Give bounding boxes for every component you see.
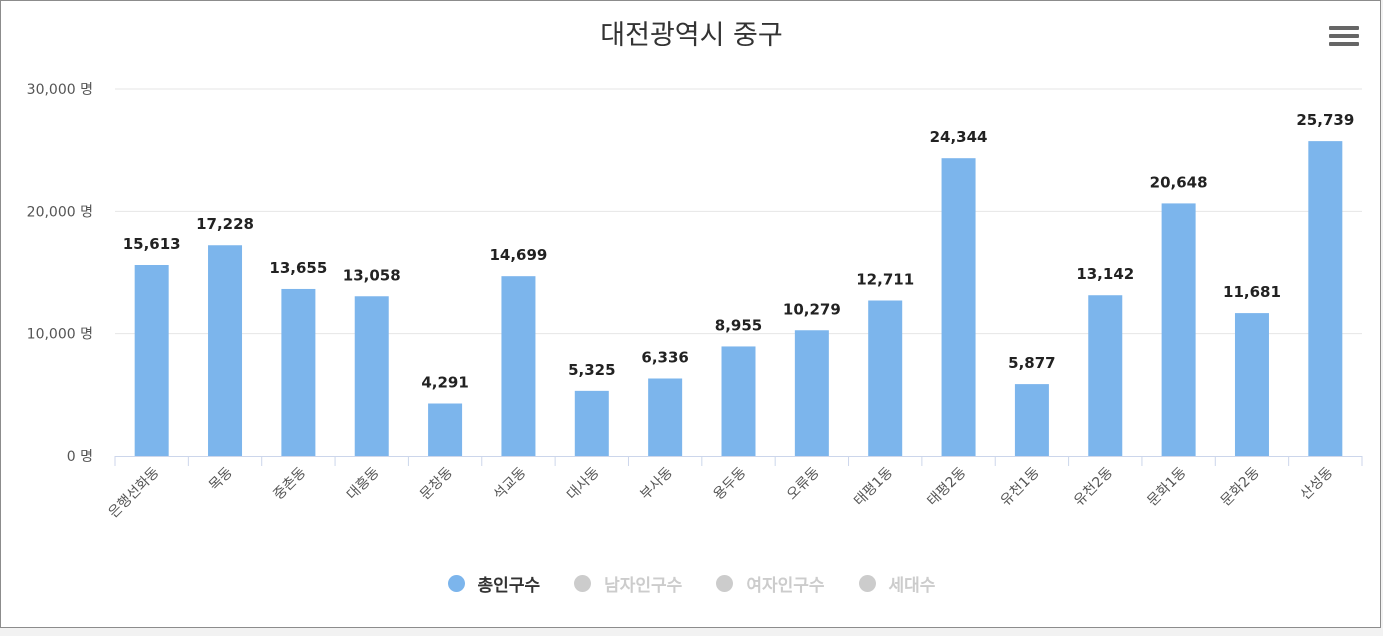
legend: 총인구수 남자인구수 여자인구수 세대수 xyxy=(1,571,1382,596)
x-tick-label: 태평2동 xyxy=(924,464,969,509)
data-label: 6,336 xyxy=(641,348,688,366)
legend-marker-icon xyxy=(447,575,465,592)
data-label: 13,058 xyxy=(343,266,401,284)
legend-item[interactable]: 총인구수 xyxy=(447,571,541,596)
x-tick-label: 문화1동 xyxy=(1145,464,1190,509)
x-tick-label: 목동 xyxy=(206,464,236,494)
data-label: 5,877 xyxy=(1008,354,1055,372)
bar[interactable] xyxy=(281,288,316,456)
bar[interactable] xyxy=(1308,141,1343,457)
x-tick-label: 문화2동 xyxy=(1218,464,1263,509)
data-label: 20,648 xyxy=(1150,173,1208,191)
data-label: 5,325 xyxy=(568,361,615,379)
bar[interactable] xyxy=(794,330,829,456)
bar[interactable] xyxy=(648,378,683,456)
hamburger-menu-icon[interactable] xyxy=(1329,26,1359,50)
legend-marker-icon xyxy=(574,575,592,592)
x-tick-label: 유천2동 xyxy=(1071,464,1116,509)
data-label: 25,739 xyxy=(1296,111,1354,129)
data-label: 15,613 xyxy=(123,235,181,253)
bar[interactable] xyxy=(721,346,756,456)
data-label: 14,699 xyxy=(489,246,547,264)
x-tick-label: 대흥동 xyxy=(344,464,383,503)
legend-label: 총인구수 xyxy=(477,576,541,596)
bar[interactable] xyxy=(428,403,463,456)
bar[interactable] xyxy=(1234,313,1269,456)
bar[interactable] xyxy=(354,296,389,456)
data-label: 10,279 xyxy=(783,300,841,318)
menu-line xyxy=(1329,42,1359,46)
x-tick-label: 은행선화동 xyxy=(106,464,163,521)
x-tick-label: 중촌동 xyxy=(271,464,310,503)
bar[interactable] xyxy=(501,276,536,456)
x-tick-label: 용두동 xyxy=(711,464,750,503)
chart-title: 대전광역시 중구 xyxy=(600,20,783,51)
x-tick-label: 석교동 xyxy=(491,464,530,503)
data-label: 13,655 xyxy=(269,259,327,277)
legend-item[interactable]: 세대수 xyxy=(858,571,936,596)
x-tick-label: 유천1동 xyxy=(998,464,1043,509)
data-label: 8,955 xyxy=(715,316,762,334)
y-tick-label: 30,000 명 xyxy=(27,82,93,98)
bar[interactable] xyxy=(208,245,243,456)
x-tick-label: 부사동 xyxy=(637,464,676,503)
x-tick-label: 대사동 xyxy=(564,464,603,503)
bar[interactable] xyxy=(1014,384,1049,456)
menu-line xyxy=(1329,34,1359,38)
menu-line xyxy=(1329,26,1359,30)
data-label: 24,344 xyxy=(930,128,988,146)
y-tick-label: 20,000 명 xyxy=(27,204,93,220)
bar[interactable] xyxy=(1161,203,1196,456)
data-label: 11,681 xyxy=(1223,283,1281,301)
legend-label: 세대수 xyxy=(888,576,936,596)
data-label: 12,711 xyxy=(856,271,914,289)
x-tick-label: 문창동 xyxy=(417,464,456,503)
y-tick-label: 0 명 xyxy=(67,449,93,465)
x-tick-label: 태평1동 xyxy=(851,464,896,509)
plot-area: 0 명 10,000 명 20,000 명 30,000 명 15,613 17,228… xyxy=(27,82,1363,521)
legend-marker-icon xyxy=(858,575,876,592)
legend-label: 여자인구수 xyxy=(746,576,825,596)
bar[interactable] xyxy=(1088,295,1123,456)
bar[interactable] xyxy=(574,390,609,456)
bar[interactable] xyxy=(941,158,976,457)
legend-item[interactable]: 여자인구수 xyxy=(716,571,825,596)
legend-label: 남자인구수 xyxy=(604,576,683,596)
bar[interactable] xyxy=(134,265,169,456)
x-tick-label: 산성동 xyxy=(1298,464,1337,503)
data-label: 17,228 xyxy=(196,215,254,233)
data-label: 13,142 xyxy=(1076,265,1134,283)
legend-item[interactable]: 남자인구수 xyxy=(574,571,682,596)
bar[interactable] xyxy=(868,300,903,456)
x-tick-label: 오류동 xyxy=(784,464,823,503)
y-tick-label: 10,000 명 xyxy=(27,327,93,343)
legend-marker-icon xyxy=(716,575,734,592)
data-label: 4,291 xyxy=(421,374,468,392)
